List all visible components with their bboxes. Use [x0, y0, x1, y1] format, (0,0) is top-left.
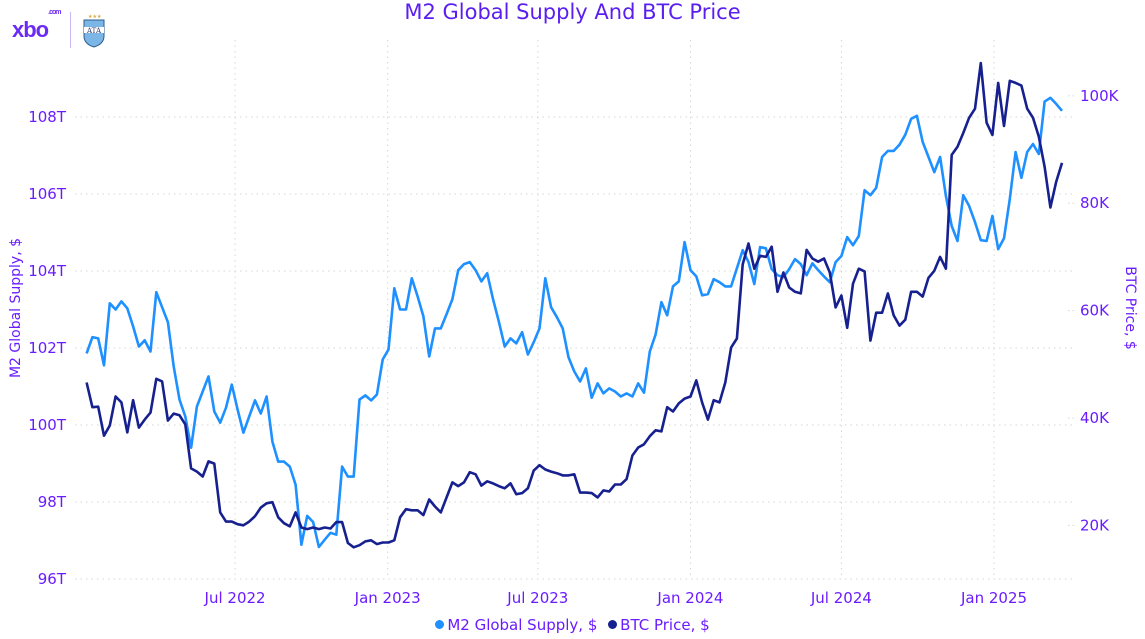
y-axis-left-title: M2 Global Supply, $ [8, 237, 25, 379]
legend-dot-icon [608, 620, 618, 629]
y-left-tick-label: 100T [28, 416, 67, 434]
legend-item-btc[interactable]: BTC Price, $ [608, 616, 710, 634]
chart-title: M2 Global Supply And BTC Price [404, 0, 741, 24]
logo-wordmark: xbo.com [12, 9, 61, 42]
legend-item-m2[interactable]: M2 Global Supply, $ [435, 616, 597, 634]
legend-dot-icon [435, 620, 445, 629]
x-tick-label: Jul 2022 [204, 589, 266, 607]
y-right-tick-label: 20K [1080, 516, 1110, 534]
x-tick-label: Jan 2023 [354, 589, 421, 607]
y-left-tick-label: 102T [28, 339, 67, 357]
y-right-tick-label: 40K [1080, 409, 1110, 427]
svg-text:ATA: ATA [86, 27, 102, 35]
y-left-tick-label: 106T [28, 185, 67, 203]
afa-crest-icon: ★★★ ATA [83, 14, 105, 48]
gridlines [75, 40, 1076, 580]
series-lines [85, 61, 1064, 549]
y-axis-right-title: BTC Price, $ [1121, 266, 1138, 350]
y-left-tick-label: 108T [28, 108, 67, 126]
y-left-tick-label: 104T [28, 262, 67, 280]
y-left-tick-label: 96T [38, 570, 67, 588]
y-left-tick-label: 98T [38, 493, 67, 511]
y-right-tick-label: 80K [1080, 194, 1110, 212]
x-tick-label: Jan 2025 [960, 589, 1027, 607]
m2-supply-line [85, 96, 1063, 549]
btc-price-line [85, 61, 1064, 549]
x-tick-label: Jul 2024 [810, 589, 872, 607]
y-right-tick-label: 60K [1080, 302, 1110, 320]
svg-text:★★★: ★★★ [88, 14, 102, 20]
y-right-tick-label: 100K [1080, 87, 1120, 105]
x-tick-label: Jul 2023 [506, 589, 568, 607]
x-tick-label: Jan 2024 [656, 589, 723, 607]
legend: M2 Global Supply, $ BTC Price, $ [0, 615, 1145, 634]
y-axis-left: 96T 98T 100T 102T 104T 106T 108T [28, 108, 67, 588]
xbo-logo: xbo.com ★★★ ATA [12, 9, 107, 48]
logo-divider [70, 12, 72, 48]
y-axis-right: 20K 40K 60K 80K 100K [1080, 87, 1120, 534]
x-axis: Jul 2022 Jan 2023 Jul 2023 Jan 2024 Jul 2024… [204, 589, 1028, 607]
